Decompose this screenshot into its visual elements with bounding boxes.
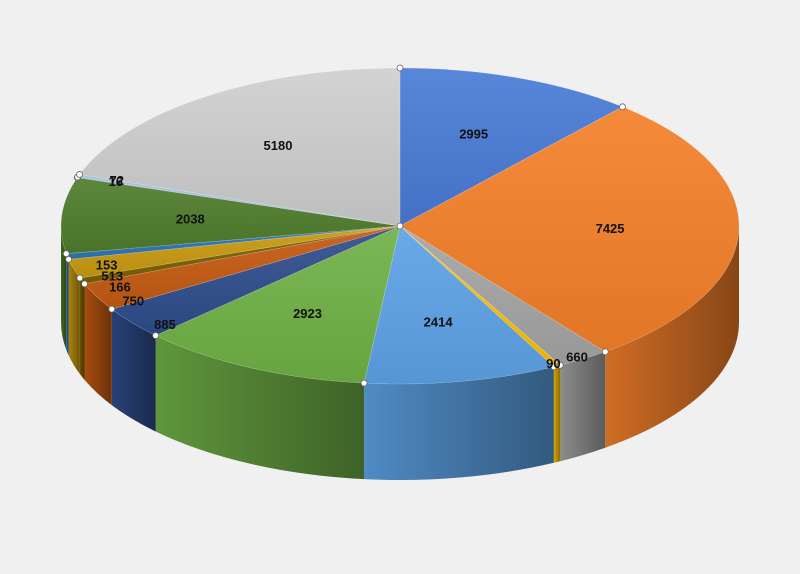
edge-marker-5180 <box>76 171 83 178</box>
data-label-885: 885 <box>154 317 176 332</box>
pie-slice-2038 <box>60 177 401 254</box>
pie-side-walls <box>61 226 739 480</box>
data-label-153: 153 <box>96 257 118 272</box>
edge-marker-166 <box>81 280 88 288</box>
center-marker <box>396 222 404 230</box>
edge-marker-513 <box>76 274 84 282</box>
data-label-90: 90 <box>546 356 560 371</box>
pie-side-750 <box>84 283 112 406</box>
edge-marker-750 <box>108 305 116 313</box>
edge-marker-153 <box>65 255 73 263</box>
pie-top-faces <box>60 67 740 385</box>
pie-side-2923 <box>155 335 365 480</box>
data-label-2414: 2414 <box>424 314 454 329</box>
pie-side-2038 <box>61 226 67 350</box>
pie-slice-5180 <box>79 67 401 227</box>
pie-slice-2414 <box>363 225 555 385</box>
pie-side-90 <box>553 365 561 463</box>
data-label-750: 750 <box>122 294 144 309</box>
pie-side-885 <box>111 309 156 432</box>
data-label-2923: 2923 <box>293 306 322 321</box>
data-label-513: 513 <box>101 268 123 283</box>
data-label-660: 660 <box>566 350 588 365</box>
pie-side-2414 <box>364 366 554 480</box>
pie-side-660 <box>560 351 606 462</box>
pie-side-513 <box>68 259 80 374</box>
pie-slice-2995 <box>399 67 624 227</box>
pie-side-7425 <box>605 226 739 448</box>
edge-marker-7425 <box>619 103 626 111</box>
data-label-2038: 2038 <box>176 211 205 226</box>
edge-marker-2923 <box>360 379 368 387</box>
pie-side-166 <box>79 277 85 380</box>
pie-side-153 <box>66 253 69 356</box>
pie-slice-7425 <box>399 106 740 353</box>
edge-marker-660 <box>601 348 609 356</box>
edge-marker-885 <box>152 332 160 339</box>
data-label-166: 166 <box>109 279 131 294</box>
data-label-2995: 2995 <box>459 126 488 141</box>
data-label-16: 16 <box>109 174 123 189</box>
pie-edge-markers <box>62 64 626 387</box>
data-label-72: 72 <box>110 173 124 188</box>
edge-marker-90 <box>556 361 564 369</box>
edge-marker-2414 <box>550 363 558 371</box>
edge-marker-2038 <box>62 250 70 258</box>
data-label-7425: 7425 <box>596 221 625 236</box>
data-label-5180: 5180 <box>264 138 293 153</box>
edge-marker-2995 <box>396 64 404 72</box>
pie-slice-2923 <box>154 225 401 384</box>
